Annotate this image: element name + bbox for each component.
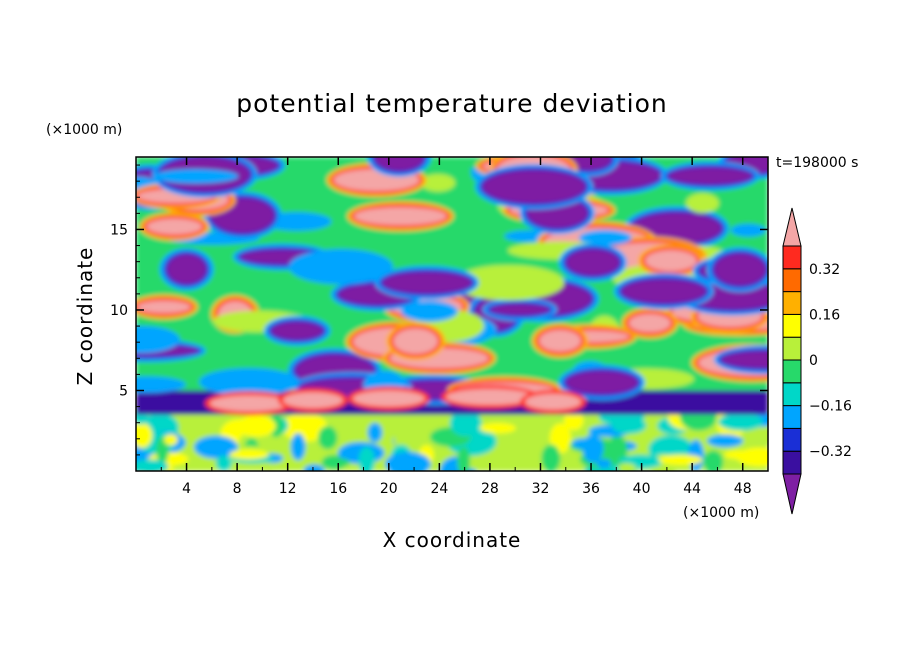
colorbar: 0.32 0.16 0 −0.16 −0.32 bbox=[782, 207, 852, 515]
colorbar-box bbox=[782, 268, 802, 293]
colorbar-box bbox=[782, 382, 802, 407]
x-tick-label: 8 bbox=[233, 481, 242, 497]
y-unit-label: (×1000 m) bbox=[46, 122, 122, 138]
x-tick-label: 32 bbox=[532, 481, 550, 497]
y-tick-label: 15 bbox=[110, 222, 128, 238]
x-axis: 4 8 12 16 20 24 28 32 36 40 44 48 bbox=[160, 157, 752, 497]
colorbar-box bbox=[782, 336, 802, 361]
colorbar-box bbox=[782, 291, 802, 315]
colorbar-box bbox=[782, 245, 802, 270]
colorbar-box bbox=[782, 450, 802, 475]
x-tick-label: 12 bbox=[279, 481, 297, 497]
x-tick-label: 24 bbox=[430, 481, 448, 497]
x-tick-label: 20 bbox=[380, 481, 398, 497]
y-axis: 5 10 15 bbox=[110, 164, 768, 456]
plot-frame bbox=[135, 156, 769, 472]
colorbar-label: 0.16 bbox=[809, 307, 840, 323]
x-tick-label: 44 bbox=[683, 481, 701, 497]
colorbar-extend-bottom bbox=[782, 473, 802, 515]
x-tick-label: 36 bbox=[582, 481, 600, 497]
x-tick-label: 28 bbox=[481, 481, 499, 497]
time-label: t=198000 s bbox=[776, 155, 858, 171]
chart-title: potential temperature deviation bbox=[236, 89, 667, 118]
y-axis-label: Z coordinate bbox=[73, 247, 97, 386]
x-tick-label: 4 bbox=[182, 481, 191, 497]
colorbar-label: −0.32 bbox=[809, 444, 852, 460]
y-tick-label: 10 bbox=[110, 303, 128, 319]
x-tick-label: 16 bbox=[329, 481, 347, 497]
colorbar-extend-top bbox=[782, 207, 802, 247]
colorbar-box bbox=[782, 427, 802, 452]
colorbar-box bbox=[782, 405, 802, 429]
colorbar-label: 0.32 bbox=[809, 262, 840, 278]
colorbar-label: −0.16 bbox=[809, 399, 852, 415]
x-tick-label: 48 bbox=[734, 481, 752, 497]
x-unit-label: (×1000 m) bbox=[683, 505, 759, 521]
colorbar-box bbox=[782, 359, 802, 384]
colorbar-label: 0 bbox=[809, 353, 818, 369]
x-axis-label: X coordinate bbox=[383, 528, 522, 552]
y-tick-label: 5 bbox=[119, 383, 128, 399]
colorbar-box bbox=[782, 313, 802, 338]
x-tick-label: 40 bbox=[633, 481, 651, 497]
contour-field bbox=[136, 157, 768, 471]
